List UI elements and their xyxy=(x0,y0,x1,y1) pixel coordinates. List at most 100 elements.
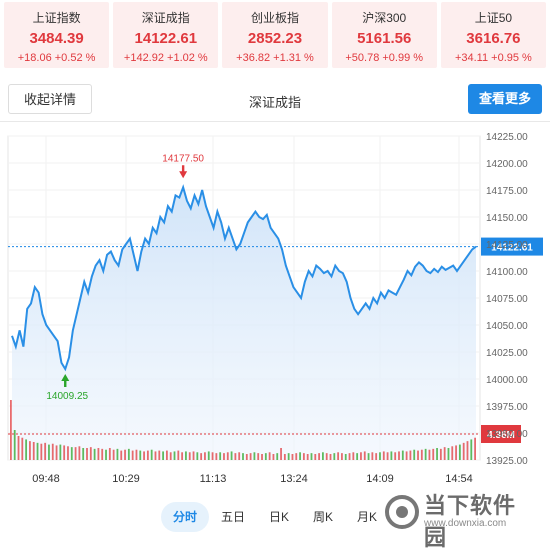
tab-monthly-k[interactable]: 月K xyxy=(356,510,377,524)
current-price-badge xyxy=(481,237,543,256)
tab-weekly-k[interactable]: 周K xyxy=(312,510,333,524)
period-tabs: 分时 五日 日K 周K 月K xyxy=(0,500,550,534)
volume-bar xyxy=(105,449,107,460)
index-card-sh[interactable]: 上证指数 3484.39 +18.06 +0.52 % xyxy=(4,2,110,68)
volume-bar xyxy=(89,447,92,460)
volume-bar xyxy=(124,449,126,460)
y-tick-label: 14175.00 xyxy=(486,186,528,197)
volume-bar xyxy=(428,449,431,460)
volume-bar xyxy=(55,445,58,460)
volume-bar xyxy=(272,454,275,460)
volume-bar xyxy=(131,450,134,460)
index-card-hs300[interactable]: 沪深300 5161.56 +50.78 +0.99 % xyxy=(331,2,437,68)
volume-bar xyxy=(223,453,225,460)
volume-bar xyxy=(78,446,81,460)
view-more-button[interactable]: 查看更多 xyxy=(468,84,542,114)
y-tick-label: 14150.00 xyxy=(486,213,528,224)
low-price-label: 14009.25 xyxy=(46,391,88,402)
index-name: 深证成指 xyxy=(141,11,190,25)
volume-bar xyxy=(93,448,96,460)
site-watermark: 当下软件园 www.downxia.com xyxy=(384,486,534,550)
volume-bars xyxy=(10,400,476,460)
volume-bar xyxy=(74,447,77,460)
volume-bar xyxy=(185,451,187,460)
index-card-cyb[interactable]: 创业板指 2852.23 +36.82 +1.31 % xyxy=(222,2,328,68)
volume-bar xyxy=(86,448,88,460)
volume-bar xyxy=(139,450,142,460)
volume-bar xyxy=(356,453,359,460)
y-tick-label: 13975.00 xyxy=(486,402,528,413)
volume-bar xyxy=(360,452,362,460)
volume-bar xyxy=(154,451,157,460)
volume-bar xyxy=(432,448,435,460)
collapse-details-button[interactable]: 收起详情 xyxy=(8,84,92,114)
y-tick-label: 13925.00 xyxy=(486,456,528,467)
current-price-label: 14122.61 xyxy=(491,243,533,254)
intraday-chart[interactable]: 14122.61 4.36M 14177.50 14009.25 14225.00 14… xyxy=(0,122,550,490)
y-tick-label: 14100.00 xyxy=(486,267,528,278)
price-area xyxy=(12,187,476,461)
volume-bar xyxy=(417,450,419,460)
volume-bar xyxy=(352,452,355,460)
volume-bar xyxy=(291,454,294,460)
index-value: 3616.76 xyxy=(466,30,521,47)
index-card-sz[interactable]: 深证成指 14122.61 +142.92 +1.02 % xyxy=(113,2,219,68)
volume-bar xyxy=(181,452,184,460)
volume-bar xyxy=(379,452,381,460)
volume-bar xyxy=(287,453,290,460)
index-name: 创业板指 xyxy=(251,11,300,25)
volume-bar xyxy=(162,451,164,460)
volume-bar xyxy=(253,452,256,460)
volume-bar xyxy=(249,453,252,460)
volume-bar xyxy=(474,437,476,460)
volume-bar xyxy=(40,443,43,460)
volume-bar xyxy=(299,452,301,460)
volume-bar xyxy=(318,453,320,460)
volume-bar xyxy=(166,450,168,460)
volume-bar xyxy=(32,442,35,460)
volume-bar xyxy=(97,448,100,460)
index-change: +142.92 +1.02 % xyxy=(123,52,208,64)
volume-bar xyxy=(44,442,47,460)
high-price-label: 14177.50 xyxy=(162,153,204,164)
volume-bar xyxy=(337,452,340,460)
tab-daily-k[interactable]: 日K xyxy=(268,510,289,524)
volume-bar xyxy=(363,451,366,460)
y-tick-label: 14075.00 xyxy=(486,294,528,305)
volume-label: 4.36M xyxy=(487,430,515,441)
watermark-url: www.downxia.com xyxy=(424,518,507,529)
volume-bar xyxy=(112,449,115,460)
volume-bar xyxy=(143,451,145,460)
low-arrow-icon xyxy=(61,374,70,388)
volume-bar xyxy=(405,451,408,460)
volume-bar xyxy=(120,450,123,460)
chart-annotations: 14122.61 4.36M 14177.50 14009.25 xyxy=(8,153,543,443)
index-name: 上证50 xyxy=(474,11,513,25)
index-change: +34.11 +0.95 % xyxy=(454,52,532,64)
tab-five-day[interactable]: 五日 xyxy=(220,510,245,524)
volume-bar xyxy=(158,450,161,460)
volume-bar xyxy=(63,445,66,460)
volume-bar xyxy=(230,451,233,460)
index-value: 3484.39 xyxy=(29,30,84,47)
volume-bar xyxy=(188,452,191,460)
volume-bar xyxy=(196,452,199,460)
x-tick-label: 09:48 xyxy=(32,473,60,485)
volume-bar xyxy=(150,449,153,460)
index-card-sz50[interactable]: 上证50 3616.76 +34.11 +0.95 % xyxy=(440,2,547,68)
x-tick-label: 10:29 xyxy=(112,473,140,485)
volume-bar xyxy=(238,452,241,460)
y-tick-label: 14000.00 xyxy=(486,375,528,386)
volume-bar xyxy=(17,436,20,460)
volume-bar xyxy=(226,452,229,460)
volume-bar xyxy=(371,452,374,460)
volume-bar xyxy=(348,453,351,460)
volume-bar xyxy=(276,453,279,460)
chart-header: 收起详情 深证成指 查看更多 xyxy=(0,78,550,122)
volume-bar xyxy=(322,452,324,460)
tab-intraday[interactable]: 分时 xyxy=(161,502,209,532)
volume-bar xyxy=(51,443,54,460)
y-tick-label: 14125.00 xyxy=(486,240,528,251)
watermark-logo-icon xyxy=(385,495,419,529)
